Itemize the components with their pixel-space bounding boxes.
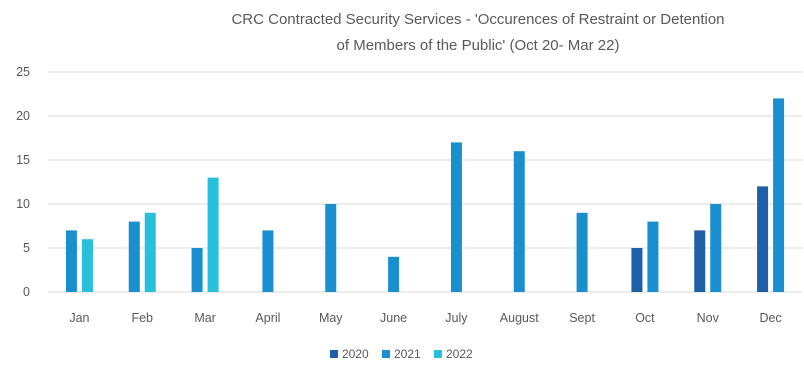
bar-sept-2021 <box>576 212 588 292</box>
bars <box>65 98 785 293</box>
x-tick-label: May <box>319 311 343 325</box>
bar-april-2021 <box>262 230 274 292</box>
bar-feb-2022 <box>144 212 156 292</box>
bar-dec-2021 <box>773 98 785 293</box>
legend-swatch-2020 <box>330 350 338 358</box>
x-tick-label: April <box>255 311 280 325</box>
y-axis-tick-labels: 0 5 10 15 20 25 <box>16 65 30 299</box>
y-tick-label: 15 <box>16 153 30 167</box>
chart-title: CRC Contracted Security Services - 'Occu… <box>231 11 724 54</box>
x-tick-label: August <box>500 311 539 325</box>
legend-label-2020: 2020 <box>342 347 369 361</box>
gridlines <box>48 71 802 293</box>
bar-nov-2020 <box>694 230 706 292</box>
bar-august-2021 <box>513 151 525 292</box>
x-tick-label: Dec <box>759 311 781 325</box>
x-tick-label: Sept <box>569 311 595 325</box>
legend-swatch-2022 <box>434 350 442 358</box>
x-tick-label: Feb <box>131 311 153 325</box>
bar-mar-2022 <box>207 177 219 292</box>
bar-jan-2022 <box>81 239 93 292</box>
x-tick-label: Mar <box>194 311 216 325</box>
x-tick-label: Jan <box>69 311 89 325</box>
bar-dec-2020 <box>757 186 769 292</box>
y-tick-label: 25 <box>16 65 30 79</box>
bar-may-2021 <box>325 204 337 292</box>
x-tick-label: Oct <box>635 311 655 325</box>
bar-nov-2021 <box>710 204 722 292</box>
x-tick-label: June <box>380 311 407 325</box>
y-tick-label: 0 <box>23 285 30 299</box>
legend-label-2021: 2021 <box>394 347 421 361</box>
legend-swatch-2021 <box>382 350 390 358</box>
chart-title-line-2: of Members of the Public' (Oct 20- Mar 2… <box>337 37 620 54</box>
legend-label-2022: 2022 <box>446 347 473 361</box>
bar-july-2021 <box>450 142 462 292</box>
legend: 2020 2021 2022 <box>330 347 473 361</box>
y-tick-label: 5 <box>23 241 30 255</box>
bar-jan-2021 <box>65 230 77 292</box>
bar-feb-2021 <box>128 221 140 292</box>
bar-mar-2021 <box>191 248 203 292</box>
x-axis-tick-labels: Jan Feb Mar April May June July August Sept Oct No… <box>69 311 781 325</box>
y-tick-label: 10 <box>16 197 30 211</box>
y-tick-label: 20 <box>16 109 30 123</box>
bar-oct-2020 <box>631 248 643 292</box>
x-tick-label: July <box>445 311 468 325</box>
x-tick-label: Nov <box>697 311 720 325</box>
chart-title-line-1: CRC Contracted Security Services - 'Occu… <box>231 11 724 28</box>
bar-june-2021 <box>388 256 400 292</box>
bar-oct-2021 <box>647 221 659 292</box>
